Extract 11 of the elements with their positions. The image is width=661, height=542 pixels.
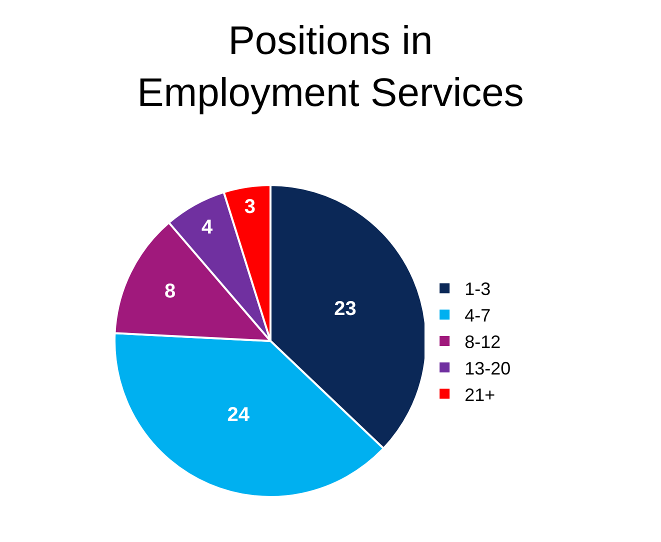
legend-label: 4-7 bbox=[464, 306, 491, 326]
data-label: 24 bbox=[227, 404, 250, 426]
chart-title: Positions in Employment Services bbox=[137, 19, 524, 116]
data-label: 23 bbox=[334, 298, 356, 320]
data-label: 4 bbox=[201, 216, 214, 238]
legend-label: 8-12 bbox=[464, 332, 501, 352]
legend-label: 1-3 bbox=[464, 279, 491, 300]
data-label: 3 bbox=[244, 196, 256, 218]
legend-label: 21+ bbox=[464, 384, 496, 405]
legend-label: 13-20 bbox=[464, 358, 511, 378]
data-label: 8 bbox=[164, 280, 176, 303]
